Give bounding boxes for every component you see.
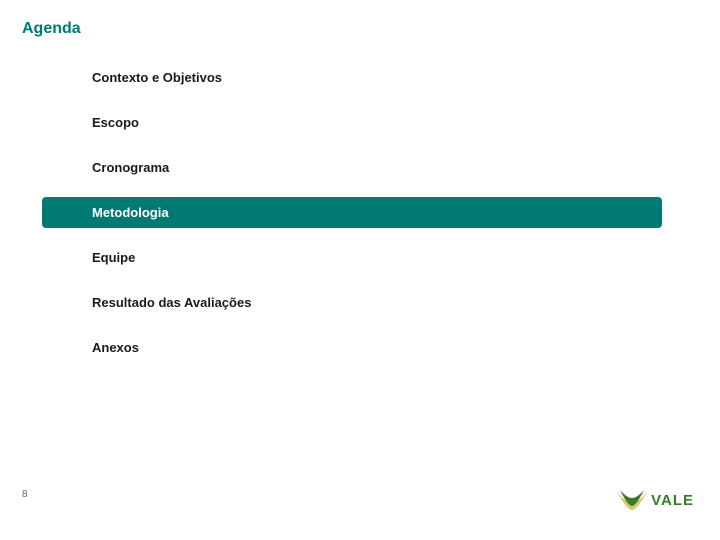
agenda-list: Contexto e Objetivos Escopo Cronograma M… — [0, 62, 720, 363]
agenda-item: Equipe — [82, 242, 720, 273]
page-title: Agenda — [0, 20, 720, 38]
agenda-item: Contexto e Objetivos — [82, 62, 720, 93]
slide-container: Agenda Contexto e Objetivos Escopo Crono… — [0, 0, 720, 540]
page-number: 8 — [22, 489, 28, 500]
agenda-item: Cronograma — [82, 152, 720, 183]
agenda-item-highlighted: Metodologia — [42, 197, 662, 228]
logo-text: VALE — [651, 492, 694, 509]
agenda-item: Escopo — [82, 107, 720, 138]
logo: VALE — [617, 488, 694, 512]
logo-v-icon — [617, 488, 647, 512]
agenda-item: Anexos — [82, 332, 720, 363]
agenda-item: Resultado das Avaliações — [82, 287, 720, 318]
